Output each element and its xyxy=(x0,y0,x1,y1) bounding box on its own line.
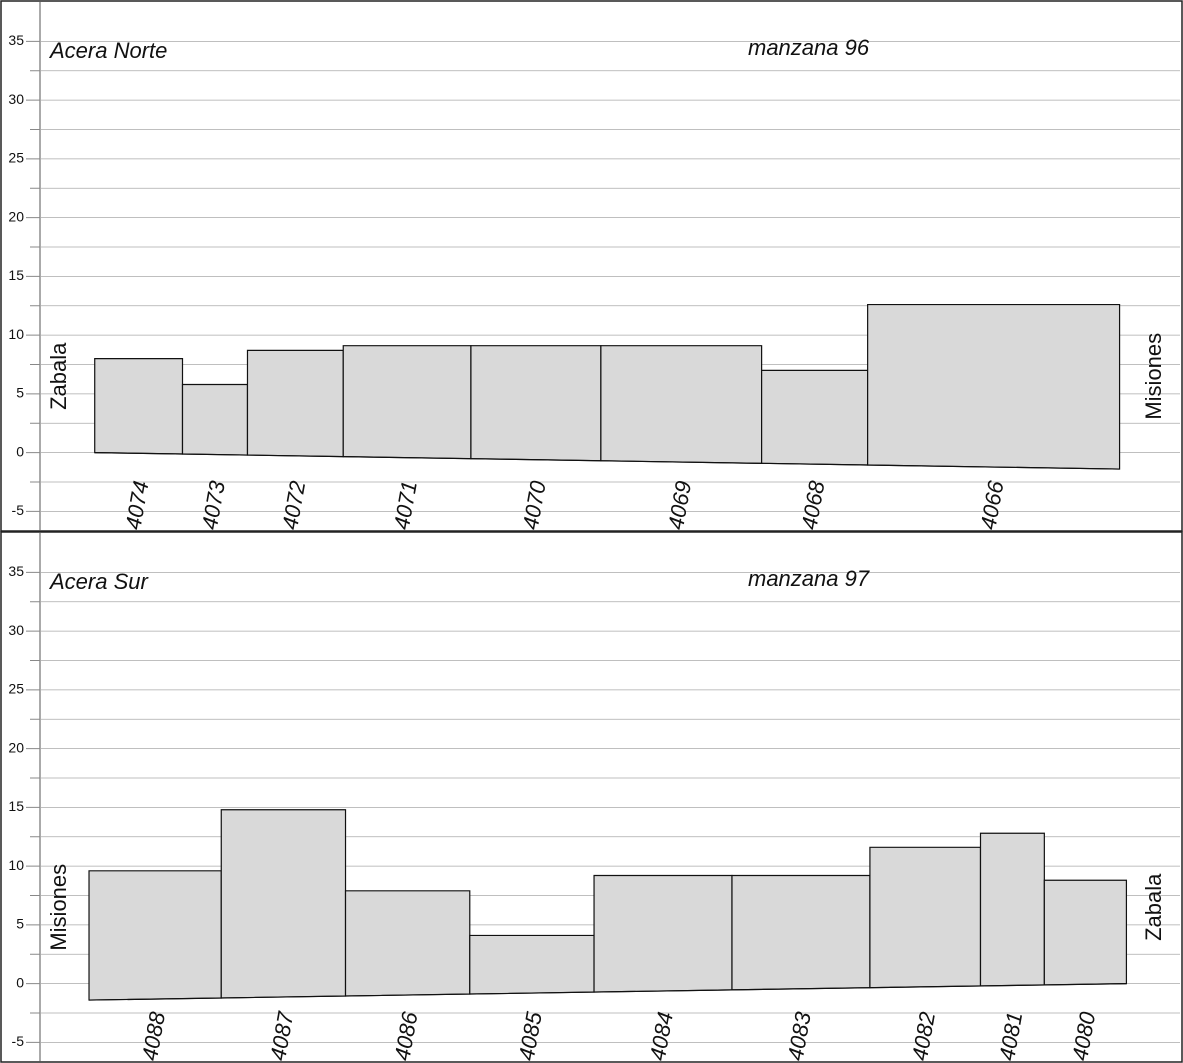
right-street: Misiones xyxy=(1141,333,1166,420)
building xyxy=(979,832,1045,987)
building xyxy=(344,890,471,997)
y-tick-label: 25 xyxy=(8,150,24,166)
building-label: 4085 xyxy=(514,1009,547,1062)
building-label: 4073 xyxy=(197,478,230,531)
building xyxy=(869,846,982,989)
panel-title: Acera Sur xyxy=(48,569,149,594)
y-tick-label: 5 xyxy=(16,916,24,932)
building-label: 4070 xyxy=(518,478,551,531)
panel-title: Acera Norte xyxy=(48,38,167,63)
y-tick-label: 30 xyxy=(8,91,24,107)
y-tick-label: 20 xyxy=(8,739,24,755)
building-label: 4068 xyxy=(796,478,829,531)
building xyxy=(94,358,184,455)
left-street: Misiones xyxy=(46,864,71,951)
building-label: 4087 xyxy=(265,1009,298,1062)
building xyxy=(470,345,602,462)
building xyxy=(600,345,763,464)
y-tick-label: 0 xyxy=(16,443,24,459)
building-label: 4083 xyxy=(783,1009,816,1062)
panel-border xyxy=(0,0,1183,532)
y-tick-label: 20 xyxy=(8,208,24,224)
building xyxy=(593,874,733,993)
y-tick-label: -5 xyxy=(12,502,25,518)
y-tick-label: 30 xyxy=(8,622,24,638)
panel-subtitle: manzana 96 xyxy=(748,35,870,60)
building-label: 4074 xyxy=(120,479,153,532)
ground-line xyxy=(94,452,1120,470)
ground-line xyxy=(89,983,1127,1001)
building-label: 4081 xyxy=(994,1010,1027,1063)
panel-subtitle: manzana 97 xyxy=(748,566,870,591)
panel-border xyxy=(0,531,1183,1063)
y-tick-label: 35 xyxy=(8,32,24,48)
y-tick-label: 15 xyxy=(8,267,24,283)
building-label: 4082 xyxy=(907,1010,940,1063)
left-street: Zabala xyxy=(46,342,71,410)
building xyxy=(246,349,344,458)
building xyxy=(220,809,347,999)
building-label: 4066 xyxy=(975,478,1008,531)
y-tick-label: 35 xyxy=(8,563,24,579)
y-tick-label: 0 xyxy=(16,974,24,990)
building xyxy=(867,303,1121,470)
y-tick-label: 10 xyxy=(8,326,24,342)
building xyxy=(469,934,595,995)
y-tick-label: 25 xyxy=(8,681,24,697)
building-label: 4088 xyxy=(137,1009,170,1062)
building-label: 4071 xyxy=(389,479,422,532)
building xyxy=(761,369,869,466)
right-street: Zabala xyxy=(1141,873,1166,941)
building-label: 4069 xyxy=(663,479,696,532)
y-tick-label: -5 xyxy=(12,1033,25,1049)
building-label: 4080 xyxy=(1067,1009,1100,1062)
building xyxy=(181,383,249,456)
building-label: 4072 xyxy=(277,479,310,532)
building-label: 4086 xyxy=(389,1009,422,1062)
building-label: 4084 xyxy=(645,1010,678,1063)
building xyxy=(731,874,871,991)
y-tick-label: 5 xyxy=(16,385,24,401)
y-tick-label: 10 xyxy=(8,857,24,873)
y-tick-label: 15 xyxy=(8,798,24,814)
building xyxy=(1043,879,1128,986)
building xyxy=(88,870,222,1001)
building xyxy=(342,345,472,460)
